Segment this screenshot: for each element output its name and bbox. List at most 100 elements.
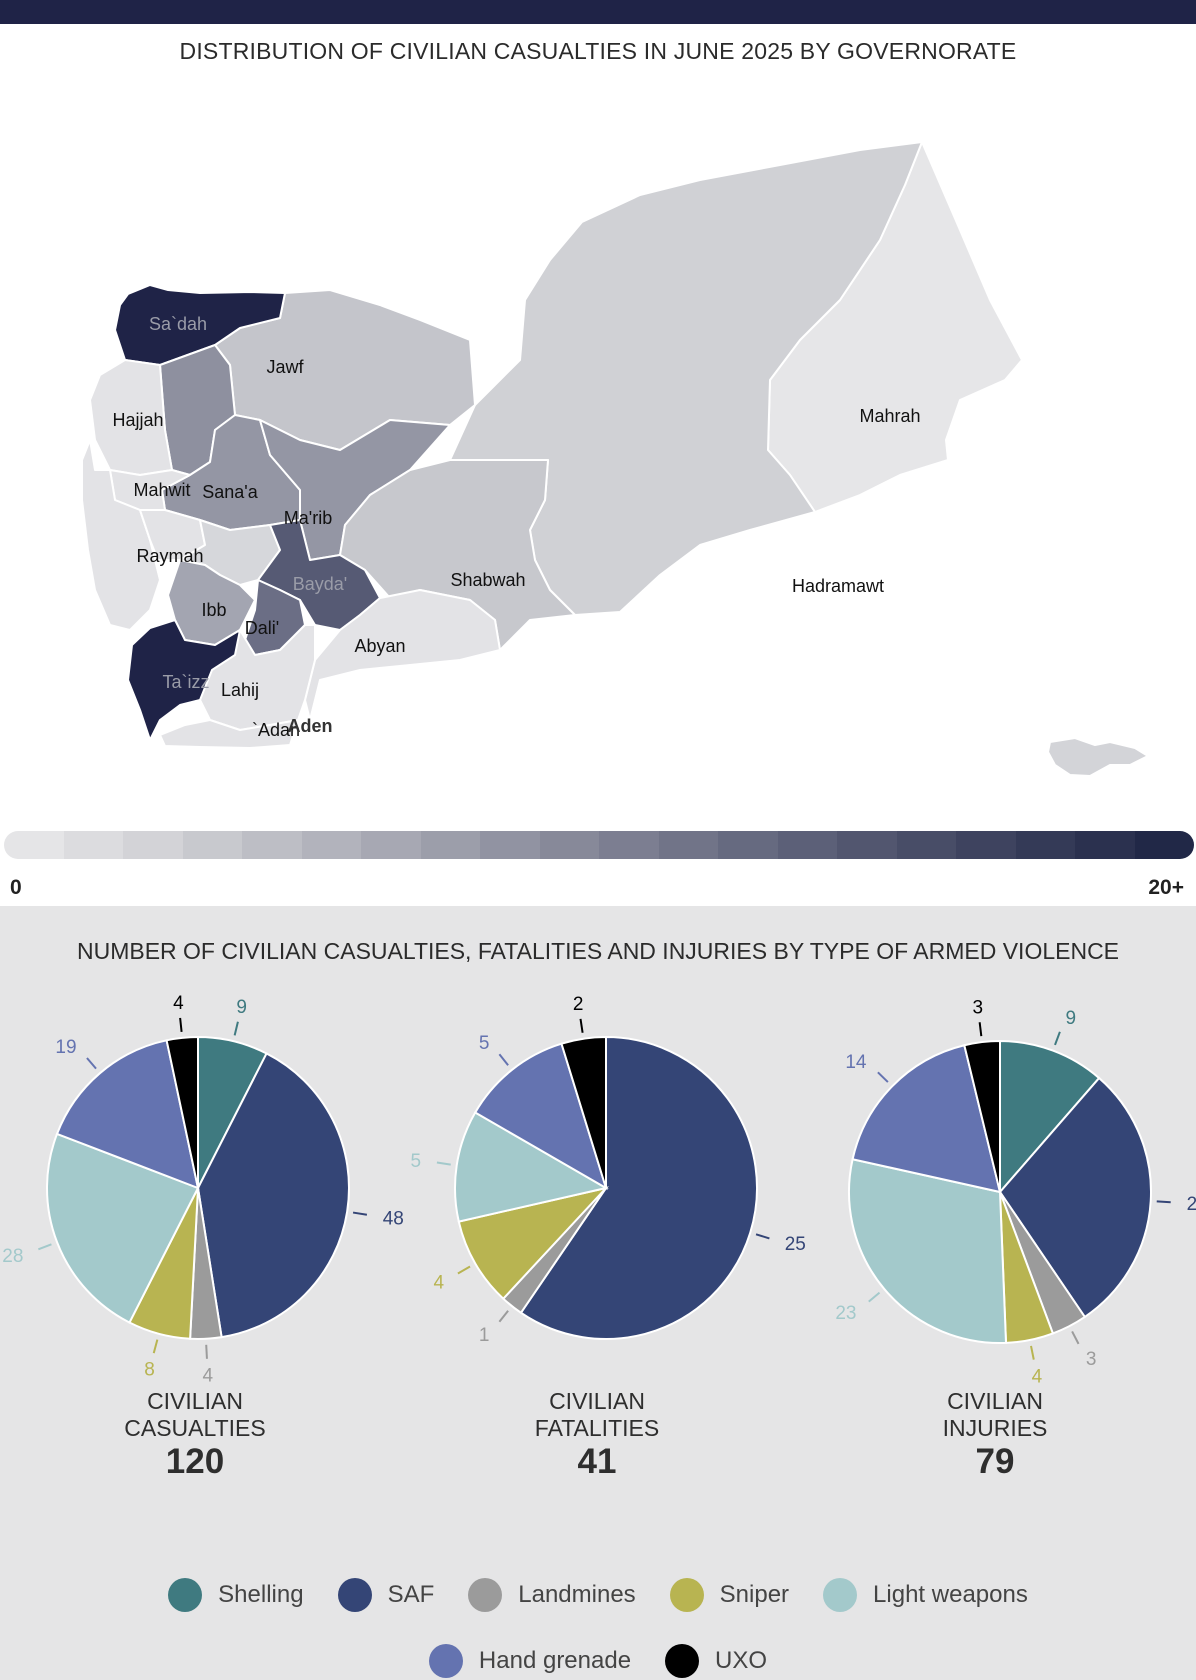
scale-step — [1015, 831, 1075, 859]
governorate-taizz[interactable] — [127, 619, 241, 741]
legend-item-shelling[interactable]: Shelling — [168, 1578, 304, 1612]
pie-slice-saf[interactable] — [998, 1076, 1152, 1319]
governorate-abyan[interactable] — [304, 589, 501, 721]
caption-line: INJURIES — [942, 1415, 1048, 1441]
label-sadah: Sa`dah — [149, 314, 207, 334]
pie-value-label: 14 — [845, 1052, 867, 1073]
pie-slice-hand-grenade[interactable] — [473, 1042, 608, 1191]
pie-leader-line — [877, 1071, 889, 1083]
pie-leader-line — [978, 1022, 983, 1037]
pie-leader-line — [868, 1291, 881, 1303]
pie-leader-line — [436, 1161, 451, 1166]
pie-slice-hand-grenade[interactable] — [55, 1039, 200, 1190]
pie-value-label: 48 — [383, 1208, 404, 1229]
pie-slice-light-weapons[interactable] — [46, 1132, 200, 1324]
pie-value-label: 9 — [236, 997, 247, 1018]
scale-step — [1075, 831, 1135, 859]
governorate-hudaydah[interactable] — [81, 439, 161, 631]
pie-value-label: 4 — [1032, 1366, 1043, 1387]
pie-leader-line — [352, 1211, 368, 1216]
legend-item-hand-grenade[interactable]: Hand grenade — [428, 1644, 631, 1678]
scale-min-label: 0 — [10, 876, 22, 899]
legend-item-saf[interactable]: SAF — [337, 1578, 434, 1612]
pie-value-label: 2 — [573, 994, 584, 1015]
map-title: DISTRIBUTION OF CIVILIAN CASUALTIES IN J… — [179, 38, 1017, 64]
pie-leader-line — [755, 1233, 770, 1240]
pie-slice-shelling[interactable] — [999, 1039, 1101, 1195]
pie-slice-uxo[interactable] — [963, 1039, 1001, 1193]
label-ibb: Ibb — [201, 600, 226, 620]
label-jawf: Jawf — [266, 357, 304, 377]
pie-leader-line — [498, 1053, 509, 1066]
caption-total: 120 — [165, 1442, 225, 1481]
pie-leader-line — [457, 1265, 471, 1275]
pie-leader-line — [498, 1310, 509, 1323]
pie-value-label: 4 — [433, 1273, 444, 1294]
pie-value-label: 19 — [55, 1037, 76, 1058]
pie-slice-saf[interactable] — [196, 1052, 350, 1339]
legend-item-uxo[interactable]: UXO — [665, 1644, 767, 1678]
pie-caption-injuries: CIVILIAN INJURIES 79 — [845, 1388, 1145, 1482]
governorate-socotra[interactable] — [1047, 737, 1149, 777]
pie-slice-hand-grenade[interactable] — [851, 1044, 1002, 1194]
label-lahij: Lahij — [221, 680, 259, 700]
governorate-adan[interactable] — [159, 719, 299, 749]
legend-swatch — [669, 1578, 704, 1612]
caption-line: CASUALTIES — [124, 1415, 266, 1441]
pie-slice-uxo[interactable] — [560, 1035, 607, 1189]
scale-step — [63, 831, 123, 859]
scale-step — [420, 831, 480, 859]
scale-max-label: 20+ — [1148, 876, 1184, 899]
pie-leader-line — [205, 1344, 208, 1359]
scale-step — [896, 831, 956, 859]
legend-label: Shelling — [218, 1581, 304, 1608]
pie-caption-casualties: CIVILIAN CASUALTIES 120 — [45, 1388, 345, 1482]
pie-leader-line — [233, 1021, 239, 1036]
scale-step — [658, 831, 718, 859]
legend-item-light-weapons[interactable]: Light weapons — [823, 1578, 1028, 1612]
pie-leader-line — [1054, 1031, 1061, 1046]
pie-value-label: 1 — [479, 1325, 490, 1346]
scale-step — [1134, 831, 1194, 859]
pie-slice-uxo[interactable] — [165, 1035, 199, 1189]
scale-step — [777, 831, 837, 859]
legend-item-sniper[interactable]: Sniper — [669, 1578, 789, 1612]
caption-line: CIVILIAN — [147, 1388, 243, 1414]
label-marib: Ma'rib — [284, 508, 332, 528]
scale-step — [599, 831, 659, 859]
pie-value-label: 23 — [835, 1303, 856, 1324]
caption-line: CIVILIAN — [549, 1388, 645, 1414]
pie-leader-line — [152, 1339, 159, 1354]
label-raymah: Raymah — [136, 546, 203, 566]
scale-step — [718, 831, 778, 859]
label-shabwah: Shabwah — [450, 570, 525, 590]
scale-step — [361, 831, 421, 859]
pie-slice-saf[interactable] — [519, 1035, 758, 1340]
label-sanaa: Sana'a — [202, 482, 258, 502]
scale-step — [837, 831, 897, 859]
legend-swatch — [337, 1578, 372, 1612]
pie-value-label: 3 — [1086, 1349, 1097, 1370]
pie-slice-light-weapons[interactable] — [848, 1158, 1008, 1344]
label-abyan: Abyan — [354, 636, 405, 656]
legend-row-2: Hand grenade UXO — [0, 1644, 1196, 1678]
legend-item-landmines[interactable]: Landmines — [468, 1578, 636, 1612]
pie-value-label: 23 — [1187, 1194, 1196, 1215]
legend-row-1: Shelling SAF Landmines Sniper Light weap… — [0, 1578, 1196, 1612]
legend-swatch — [823, 1578, 858, 1612]
legend-label: Landmines — [518, 1581, 636, 1608]
top-banner — [0, 0, 1196, 24]
label-hadramawt: Hadramawt — [792, 576, 884, 596]
pie-value-label: 9 — [1066, 1008, 1077, 1029]
pie-slice-light-weapons[interactable] — [454, 1111, 609, 1223]
scale-step — [4, 831, 64, 859]
scale-step — [242, 831, 302, 859]
pie-slice-sniper[interactable] — [457, 1186, 609, 1301]
governorate-sadah[interactable] — [114, 284, 286, 366]
pie-leader-line — [1156, 1200, 1171, 1204]
legend-label: Light weapons — [873, 1581, 1028, 1608]
pie-value-label: 5 — [411, 1151, 422, 1172]
pie-value-label: 28 — [2, 1246, 23, 1267]
caption-line: FATALITIES — [534, 1415, 660, 1441]
label-mahrah: Mahrah — [859, 406, 920, 426]
